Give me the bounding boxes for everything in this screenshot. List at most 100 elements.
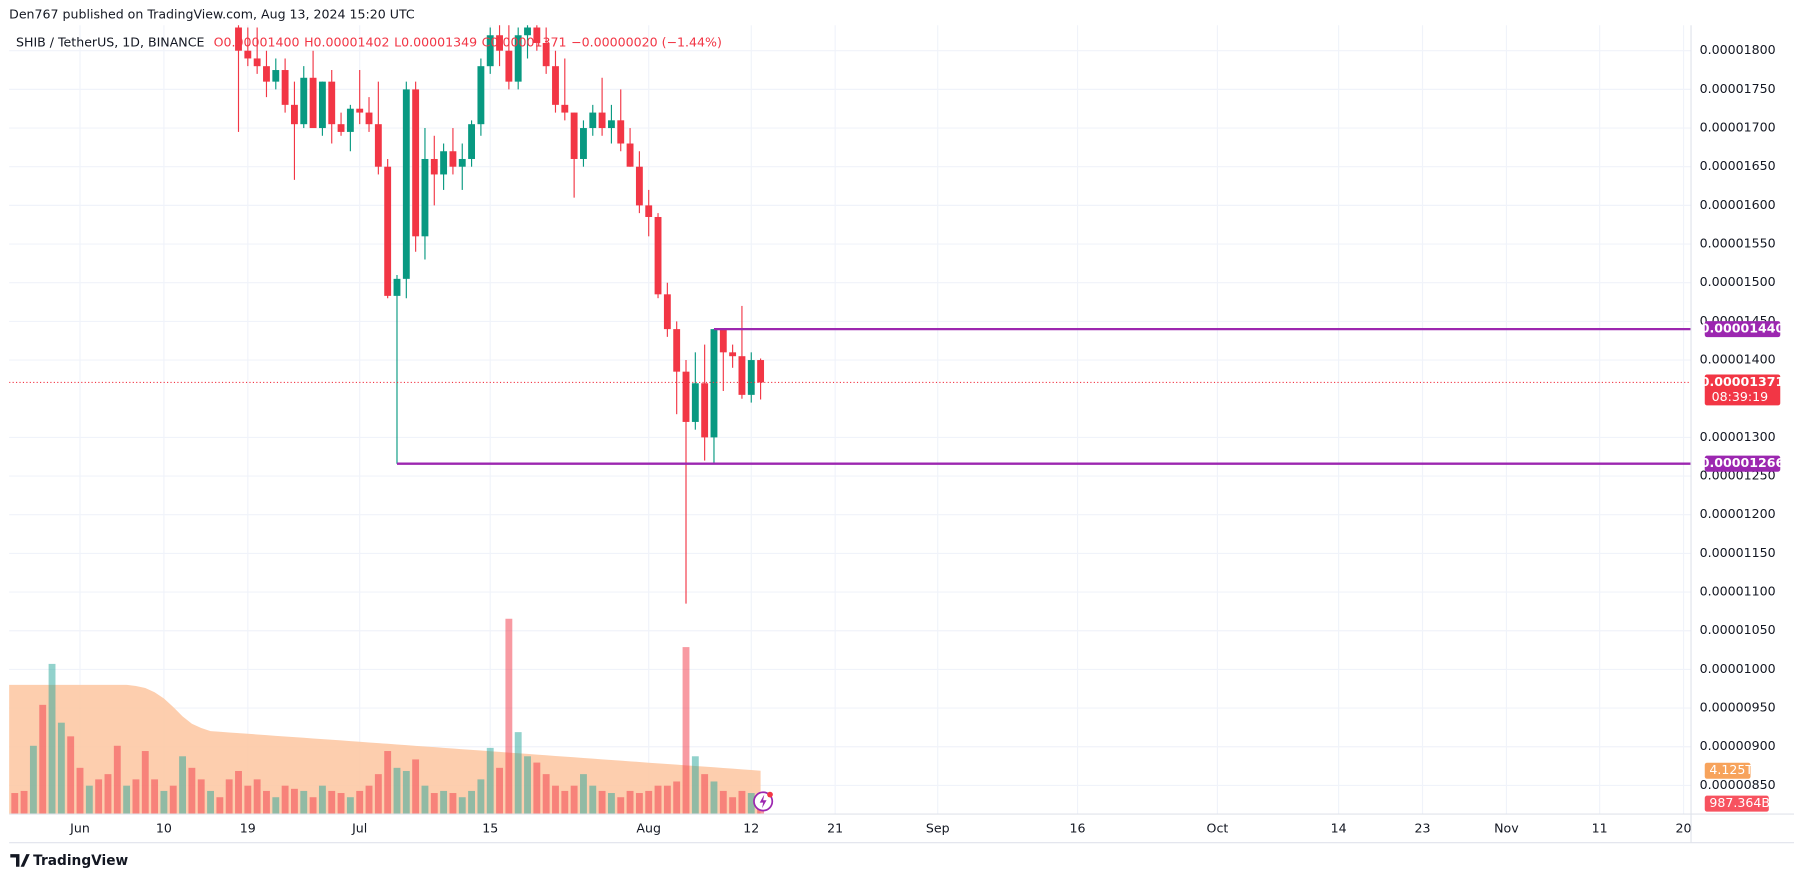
- volume-bar: [11, 793, 19, 815]
- candle-body: [244, 50, 252, 59]
- candle-body: [580, 128, 587, 159]
- volume-ma-label: 4.125T: [1709, 762, 1753, 777]
- volume-bar: [402, 770, 410, 815]
- volume-bar: [291, 788, 298, 815]
- candle-body: [496, 35, 503, 51]
- volume-bar: [253, 779, 261, 815]
- candle-body: [449, 151, 457, 167]
- candle-body: [626, 143, 634, 167]
- volume-bar: [123, 785, 131, 815]
- candle-body: [477, 66, 485, 125]
- grid: [9, 25, 1692, 815]
- brand[interactable]: TradingView: [33, 853, 128, 869]
- volume-ma-area: [9, 684, 761, 815]
- volume-bar: [85, 785, 93, 815]
- volume-bar: [151, 779, 159, 815]
- y-tick-label: 0.00001300: [1700, 429, 1776, 444]
- volume-bar: [514, 732, 522, 815]
- volume-bar: [197, 779, 205, 815]
- candle-body: [486, 35, 494, 67]
- volume-bar: [113, 745, 121, 815]
- candle-body: [263, 66, 270, 82]
- candle-body: [272, 70, 280, 82]
- candle-body: [281, 70, 289, 105]
- logo[interactable]: [10, 854, 30, 867]
- candle-body: [468, 124, 476, 159]
- y-tick-label: 0.00001700: [1700, 120, 1776, 135]
- volume-bar: [225, 779, 233, 815]
- volume-bar: [393, 767, 401, 815]
- candle-body: [682, 371, 690, 422]
- volume-bar: [468, 790, 476, 815]
- y-tick-label: 0.00001150: [1700, 545, 1776, 560]
- volume-bar: [132, 779, 140, 815]
- volume-bar: [48, 663, 56, 815]
- volume-bar: [384, 751, 392, 815]
- volume-bar: [160, 790, 168, 815]
- volume-bar: [309, 797, 317, 815]
- level-badge: [1704, 321, 1781, 338]
- candle-body: [747, 360, 755, 395]
- volume-bar: [188, 767, 196, 815]
- indicator-icon[interactable]: [753, 791, 774, 812]
- volume-bar: [281, 785, 289, 815]
- volume-bar: [542, 774, 550, 815]
- candle-body: [318, 81, 326, 129]
- volume-bar: [617, 797, 625, 815]
- candle-body: [663, 294, 671, 330]
- candle-body: [598, 112, 606, 129]
- x-tick-label: 10: [156, 820, 172, 835]
- candle-body: [710, 329, 718, 438]
- volume-bar: [691, 756, 699, 815]
- volume-bar: [747, 793, 755, 815]
- volume-bar: [421, 785, 429, 815]
- volume-bar: [141, 751, 149, 815]
- axes: 0.00001800 0.00001750 0.00001700 0.00001650…: [69, 42, 1784, 835]
- volume-bar: [20, 790, 28, 815]
- volume-bar: [486, 747, 494, 815]
- volume-bar: [169, 785, 177, 815]
- volume-bar: [365, 785, 373, 815]
- candle-body: [374, 124, 382, 167]
- candle-body: [589, 112, 597, 129]
- candle-body: [729, 352, 737, 357]
- y-tick-label: 0.00001550: [1700, 236, 1776, 251]
- candle-body: [328, 81, 336, 125]
- candle-body: [552, 66, 559, 105]
- last-price-label: 0.00001371: [1701, 374, 1785, 389]
- x-tick-label: Sep: [926, 820, 950, 835]
- volume-bar: [719, 790, 727, 815]
- candle-body: [757, 360, 765, 383]
- x-tick-label: 23: [1415, 820, 1431, 835]
- y-tick-label: 0.00001400: [1700, 352, 1776, 367]
- volume-bar: [701, 774, 709, 815]
- x-tick-label: 11: [1592, 820, 1608, 835]
- volume-bar: [374, 774, 382, 815]
- x-tick-label: 16: [1070, 820, 1086, 835]
- x-tick-label: 19: [240, 820, 256, 835]
- volume-bar: [580, 774, 587, 815]
- volume-bar: [552, 785, 559, 815]
- candle-body: [393, 278, 401, 296]
- symbol-legend: SHIB / TetherUS, 1D, BINANCE O0.00001400 H…: [16, 34, 722, 49]
- candle-body: [654, 216, 662, 295]
- volume-bar: [710, 781, 718, 815]
- y-tick-label: 0.00001500: [1700, 274, 1776, 289]
- candle-body: [235, 27, 242, 51]
- volume-label: 987.364B: [1709, 795, 1770, 810]
- candle-body: [365, 112, 373, 125]
- candle-body: [514, 35, 522, 82]
- change-label: −0.00000020 (−1.44%): [571, 34, 722, 49]
- volume-bar: [561, 790, 569, 815]
- volume-ma-badge: [1704, 762, 1751, 779]
- candle-body: [309, 77, 317, 129]
- volume-bar: [663, 785, 671, 815]
- volume-bar: [626, 790, 634, 815]
- volume-bar: [505, 618, 513, 815]
- volume-bar: [533, 762, 541, 815]
- volume-bar: [654, 785, 662, 815]
- high-label: H0.00001402: [304, 34, 389, 49]
- close-label: C0.00001371: [482, 34, 567, 49]
